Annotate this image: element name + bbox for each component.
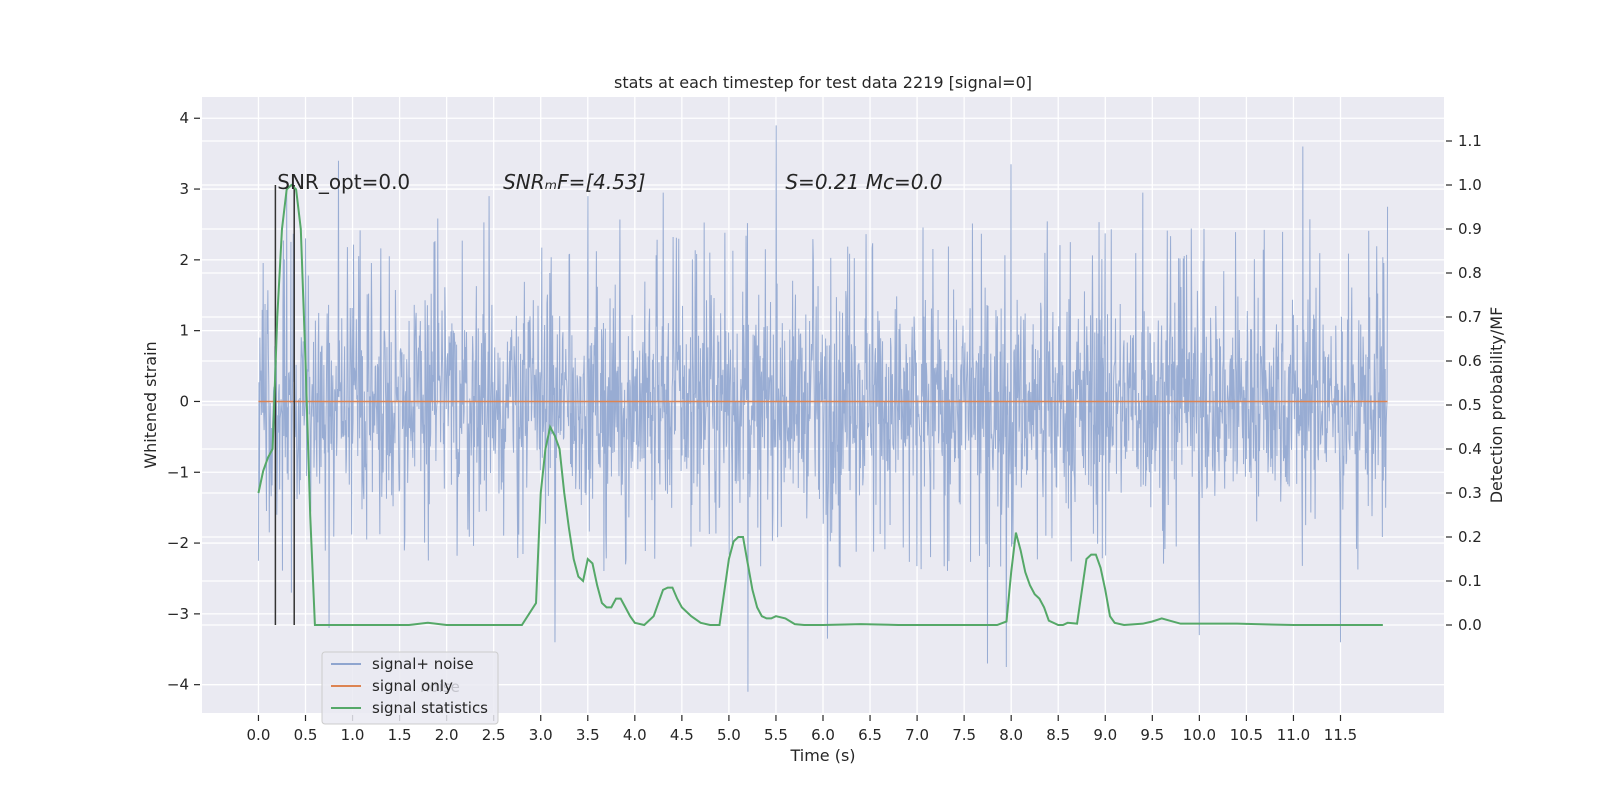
y-tick-label: 2 — [179, 251, 189, 269]
x-tick-label: 7.0 — [905, 726, 929, 744]
legend: noise signal+ noise signal only signal s… — [321, 651, 499, 725]
y-axis-ticks: 4 3 2 1 0 −1 −2 −3 −4 — [167, 109, 200, 694]
x-tick-label: 2.5 — [482, 726, 506, 744]
x-tick-label: 11.0 — [1277, 726, 1310, 744]
x-tick-label: 6.5 — [858, 726, 882, 744]
vertical-lines — [274, 185, 295, 625]
x-tick-label: 6.0 — [811, 726, 835, 744]
y-tick-label: −4 — [167, 676, 189, 694]
y-tick-label: 1 — [179, 322, 189, 340]
annotations: SNR_opt=0.0 SNRₘF=[4.53] S=0.21 Mᴄ=0.0 — [277, 170, 942, 194]
signal-statistics-line — [257, 183, 1383, 627]
legend-entry-signal-only: signal only — [372, 677, 453, 695]
legend-entry-signal-noise: signal+ noise — [372, 655, 474, 673]
y-tick-label: 4 — [179, 109, 189, 127]
y-tick-label: −2 — [167, 534, 189, 552]
y2-tick-label: 0.1 — [1458, 572, 1482, 590]
x-tick-label: 1.0 — [341, 726, 365, 744]
y2-tick-label: 0.3 — [1458, 484, 1482, 502]
y2-tick-label: 0.4 — [1458, 440, 1482, 458]
x-tick-label: 7.5 — [952, 726, 976, 744]
y-tick-label: 0 — [179, 392, 189, 410]
x-tick-label: 0.5 — [294, 726, 318, 744]
x-tick-label: 3.5 — [576, 726, 600, 744]
signal-noise-series — [257, 125, 1389, 692]
x-tick-label: 4.5 — [670, 726, 694, 744]
legend-ghost-text: noise — [420, 678, 460, 696]
y2-axis-ticks: 1.1 1.0 0.9 0.8 0.7 0.6 0.5 0.4 0.3 0.2 0.1 0.0 — [1446, 132, 1482, 634]
x-axis-ticks: 0.0 0.5 1.0 1.5 2.0 2.5 3.0 3.5 4.0 4.5 5.0 5.5 6.0 6… — [247, 715, 1357, 744]
x-tick-label: 8.5 — [1046, 726, 1070, 744]
y2-axis-label: Detection probability/MF — [1487, 307, 1506, 504]
y2-tick-label: 0.0 — [1458, 616, 1482, 634]
x-tick-label: 11.5 — [1324, 726, 1357, 744]
y-tick-label: 3 — [179, 180, 189, 198]
x-tick-label: 1.5 — [388, 726, 412, 744]
annotation-text: SNRₘF=[4.53] — [503, 170, 645, 194]
y-tick-label: −1 — [167, 463, 189, 481]
y-axis-label: Whitened strain — [141, 341, 160, 468]
signal-noise-line — [257, 125, 1389, 692]
x-tick-label: 9.5 — [1140, 726, 1164, 744]
x-tick-label: 4.0 — [623, 726, 647, 744]
x-tick-label: 9.0 — [1093, 726, 1117, 744]
x-tick-label: 0.0 — [247, 726, 271, 744]
x-tick-label: 5.0 — [717, 726, 741, 744]
x-tick-label: 10.5 — [1230, 726, 1263, 744]
signal-statistics-series — [257, 183, 1383, 627]
x-tick-label: 8.0 — [999, 726, 1023, 744]
y2-tick-label: 0.2 — [1458, 528, 1482, 546]
legend-entry-signal-statistics: signal statistics — [372, 699, 488, 717]
chart-title: stats at each timestep for test data 221… — [614, 73, 1032, 92]
x-tick-label: 10.0 — [1183, 726, 1216, 744]
x-axis-label: Time (s) — [789, 746, 855, 765]
x-tick-label: 3.0 — [529, 726, 553, 744]
y2-tick-label: 0.9 — [1458, 220, 1482, 238]
y2-tick-label: 0.6 — [1458, 352, 1482, 370]
annotation-text: S=0.21 Mᴄ=0.0 — [785, 170, 942, 194]
y2-tick-label: 0.8 — [1458, 264, 1482, 282]
y2-tick-label: 0.5 — [1458, 396, 1482, 414]
x-tick-label: 5.5 — [764, 726, 788, 744]
y2-tick-label: 0.7 — [1458, 308, 1482, 326]
annotation-text: SNR_opt=0.0 — [277, 170, 410, 194]
y-tick-label: −3 — [167, 605, 189, 623]
y2-tick-label: 1.0 — [1458, 176, 1482, 194]
x-tick-label: 2.0 — [435, 726, 459, 744]
legend-box — [321, 651, 499, 725]
y2-tick-label: 1.1 — [1458, 132, 1482, 150]
